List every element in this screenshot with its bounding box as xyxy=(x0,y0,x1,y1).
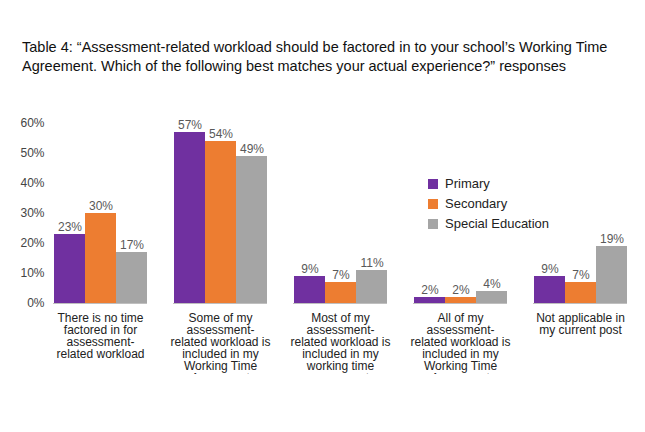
svg-text:9%: 9% xyxy=(541,262,559,276)
svg-text:All of myassessment-related wo: All of myassessment-related workload isi… xyxy=(410,311,510,374)
svg-text:50%: 50% xyxy=(20,146,44,160)
svg-text:There is no timefactored in fo: There is no timefactored in forassessmen… xyxy=(56,311,144,361)
svg-text:10%: 10% xyxy=(20,266,44,280)
html-text:Secondary: Secondary xyxy=(445,196,508,211)
svg-text:9%: 9% xyxy=(301,262,319,276)
svg-text:4%: 4% xyxy=(483,277,501,291)
svg-text:2%: 2% xyxy=(421,283,439,297)
svg-text:49%: 49% xyxy=(240,142,264,156)
svg-text:17%: 17% xyxy=(120,238,144,252)
svg-text:2%: 2% xyxy=(452,283,470,297)
svg-text:Most of myassessment-related w: Most of myassessment-related workload is… xyxy=(290,311,390,374)
svg-text:0%: 0% xyxy=(27,296,45,310)
svg-text:54%: 54% xyxy=(209,127,233,141)
html-text:Primary: Primary xyxy=(445,176,490,191)
svg-text:30%: 30% xyxy=(89,199,113,213)
svg-text:Not applicable inmy current po: Not applicable inmy current post xyxy=(536,311,625,337)
svg-text:30%: 30% xyxy=(20,206,44,220)
svg-text:57%: 57% xyxy=(178,118,202,132)
svg-text:Some of myassessment-related w: Some of myassessment-related workload is… xyxy=(170,311,270,374)
svg-text:19%: 19% xyxy=(600,232,624,246)
svg-text:11%: 11% xyxy=(360,256,383,270)
svg-text:60%: 60% xyxy=(20,116,44,130)
svg-text:20%: 20% xyxy=(20,236,44,250)
svg-text:7%: 7% xyxy=(572,268,590,282)
html-text:Table 4: “Assessment-related w: Table 4: “Assessment-related workload sh… xyxy=(22,39,608,74)
svg-text:23%: 23% xyxy=(58,220,82,234)
html-text:Special Education: Special Education xyxy=(445,216,550,231)
svg-text:7%: 7% xyxy=(332,268,350,282)
svg-text:40%: 40% xyxy=(20,176,44,190)
